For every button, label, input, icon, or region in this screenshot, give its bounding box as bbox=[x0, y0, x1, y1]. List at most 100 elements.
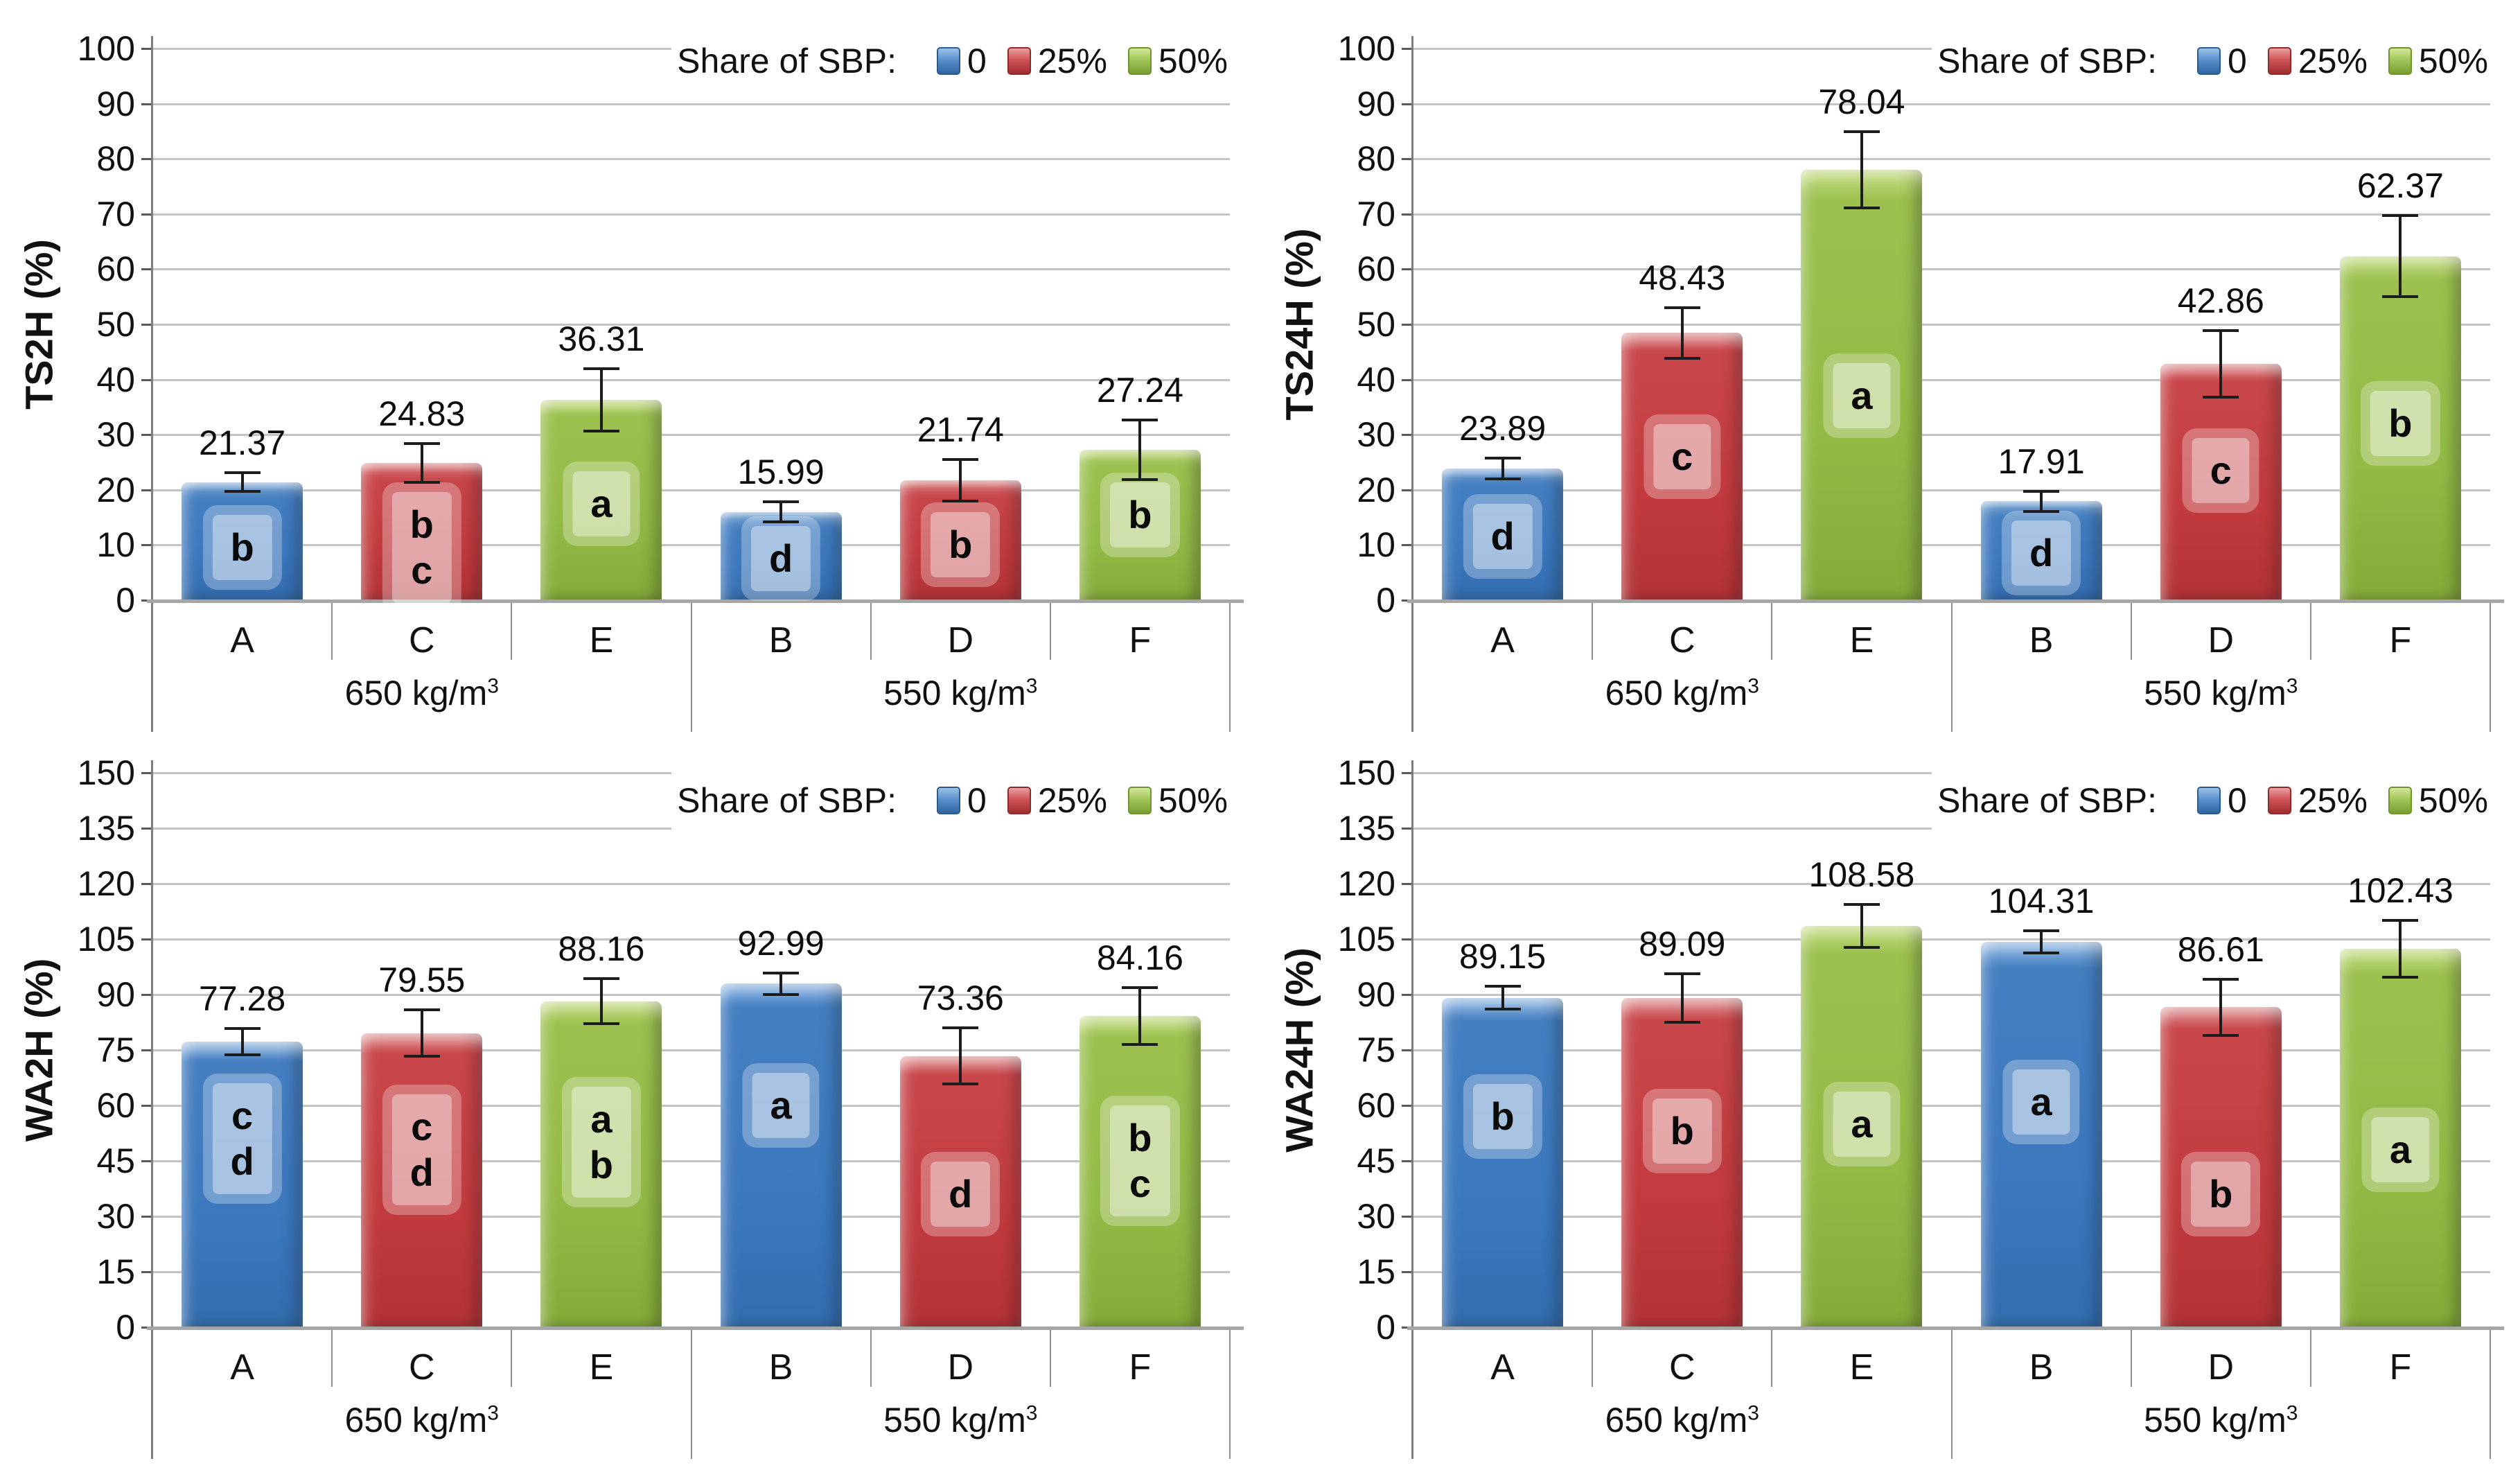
x-category-label: B bbox=[768, 1347, 793, 1388]
significance-letter-box: b bbox=[2370, 391, 2431, 457]
significance-letter: d bbox=[1490, 514, 1515, 559]
y-tick-mark bbox=[1402, 213, 1412, 216]
legend-item-50: 50% bbox=[1127, 780, 1228, 821]
y-tick-mark bbox=[141, 772, 152, 774]
y-tick-mark bbox=[141, 1216, 152, 1218]
error-bar-cap-bottom bbox=[583, 430, 619, 433]
value-label: 89.09 bbox=[1639, 925, 1726, 964]
error-bar-cap-bottom bbox=[1664, 357, 1700, 360]
x-category-label: D bbox=[2208, 620, 2235, 660]
error-bar-cap-top bbox=[942, 457, 979, 461]
y-tick-label: 30 bbox=[1357, 415, 1395, 455]
x-group-label-sup: 3 bbox=[1025, 1401, 1038, 1425]
gridline bbox=[152, 158, 1230, 161]
x-category-label: B bbox=[2029, 1347, 2054, 1388]
group-divider bbox=[1229, 600, 1231, 732]
x-group-label-text: 650 kg/m bbox=[1605, 1401, 1748, 1439]
error-bar-cap-top bbox=[1843, 130, 1880, 133]
y-tick-mark bbox=[1402, 1327, 1412, 1329]
error-bar-cap-top bbox=[224, 1027, 261, 1031]
y-tick-mark bbox=[141, 600, 152, 602]
x-category-label: E bbox=[589, 620, 614, 660]
error-bar-cap-top bbox=[763, 971, 800, 974]
y-tick-label: 0 bbox=[1376, 1308, 1395, 1347]
chart-ts24h: TS24H (%) 0 10 20 30 40 50 60 70 80 90 100 23.89 d A 48… bbox=[1260, 0, 2520, 740]
y-tick-mark bbox=[1402, 600, 1412, 602]
gridline bbox=[152, 938, 1230, 940]
y-tick-label: 0 bbox=[116, 1308, 135, 1347]
error-bar-cap-bottom bbox=[763, 992, 800, 996]
error-bar-line bbox=[420, 1010, 423, 1057]
y-tick-mark bbox=[1402, 158, 1412, 161]
significance-letter: b bbox=[2209, 1172, 2233, 1216]
gridline bbox=[1413, 378, 2490, 381]
gridline bbox=[1413, 324, 2490, 326]
error-bar-cap-bottom bbox=[2382, 295, 2419, 299]
category-divider bbox=[2309, 600, 2311, 660]
x-category-label: D bbox=[2208, 1347, 2235, 1388]
value-label: 17.91 bbox=[1998, 442, 2085, 482]
y-tick-label: 10 bbox=[1357, 525, 1395, 565]
gridline bbox=[152, 434, 1230, 437]
error-bar-cap-bottom bbox=[1484, 1008, 1521, 1011]
error-bar-cap-top bbox=[1122, 986, 1158, 990]
error-bar-cap-top bbox=[224, 471, 261, 475]
error-bar-cap-top bbox=[1484, 456, 1521, 460]
x-category-label: E bbox=[1849, 620, 1874, 660]
value-label: 36.31 bbox=[558, 319, 645, 358]
error-bar-line bbox=[1501, 457, 1504, 479]
y-tick-mark bbox=[1402, 1271, 1412, 1273]
x-category-label: E bbox=[1849, 1347, 1874, 1388]
y-tick-mark bbox=[141, 434, 152, 437]
significance-letter-box: b bbox=[212, 515, 272, 581]
gridline bbox=[152, 544, 1230, 547]
y-tick-mark bbox=[1402, 1049, 1412, 1051]
x-group-label: 650 kg/m3 bbox=[214, 1400, 630, 1440]
legend-item-label: 25% bbox=[2298, 781, 2368, 820]
error-bar-cap-top bbox=[763, 500, 800, 504]
y-tick-label: 30 bbox=[96, 415, 135, 455]
category-divider bbox=[870, 600, 872, 660]
x-group-label-sup: 3 bbox=[2286, 1401, 2298, 1425]
y-axis-line bbox=[151, 36, 153, 732]
group-divider bbox=[2490, 1327, 2491, 1459]
y-tick-label: 60 bbox=[96, 1086, 135, 1125]
y-tick-label: 15 bbox=[96, 1252, 135, 1291]
x-axis-line bbox=[147, 600, 1244, 603]
x-category-label: D bbox=[947, 1347, 974, 1388]
error-bar-cap-top bbox=[583, 367, 619, 370]
y-tick-label: 40 bbox=[96, 360, 135, 399]
value-label: 86.61 bbox=[2177, 929, 2264, 969]
significance-letter: a bbox=[770, 1083, 792, 1127]
legend-item-label: 50% bbox=[2418, 781, 2488, 820]
y-tick-label: 105 bbox=[1337, 920, 1395, 959]
error-bar-cap-top bbox=[2023, 929, 2060, 932]
y-tick-mark bbox=[1402, 434, 1412, 437]
significance-letter: d bbox=[768, 536, 793, 581]
value-label: 77.28 bbox=[199, 979, 286, 1019]
y-tick-mark bbox=[1402, 772, 1412, 774]
significance-letter: a bbox=[590, 1097, 613, 1141]
y-tick-mark bbox=[1402, 544, 1412, 547]
legend-title: Share of SBP: bbox=[1937, 42, 2158, 80]
category-divider bbox=[331, 1327, 333, 1387]
value-label: 42.86 bbox=[2177, 281, 2264, 321]
gridline bbox=[1413, 938, 2490, 940]
gridline bbox=[1413, 883, 2490, 885]
legend-title: Share of SBP: bbox=[677, 781, 897, 820]
error-bar-cap-bottom bbox=[942, 500, 979, 503]
error-bar-line bbox=[2040, 491, 2043, 511]
gridline bbox=[1413, 434, 2490, 437]
category-divider bbox=[1592, 1327, 1594, 1387]
legend-item-50: 50% bbox=[2388, 780, 2488, 821]
error-bar-cap-top bbox=[403, 442, 440, 446]
value-label: 15.99 bbox=[737, 453, 825, 492]
x-group-label: 550 kg/m3 bbox=[752, 1400, 1168, 1440]
value-label: 92.99 bbox=[737, 923, 825, 963]
x-group-label: 650 kg/m3 bbox=[1474, 1400, 1890, 1440]
gridline bbox=[1413, 489, 2490, 491]
value-label: 84.16 bbox=[1096, 938, 1183, 978]
y-tick-label: 105 bbox=[77, 920, 135, 959]
x-group-label-sup: 3 bbox=[1747, 1401, 1759, 1425]
